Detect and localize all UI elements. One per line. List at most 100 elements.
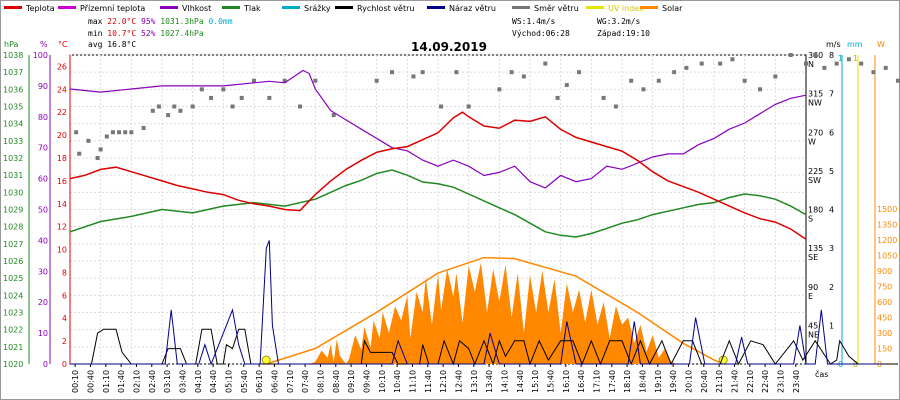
x-tick-label: 14:40 (516, 370, 525, 393)
wind-direction-point (834, 61, 839, 66)
wind-direction-point (718, 61, 723, 66)
wind-direction-point (454, 70, 459, 75)
wind-direction-point (846, 57, 851, 62)
pressure-tick-label: 1027 (3, 240, 23, 249)
temperature-tick-label: 10 (57, 246, 67, 255)
x-tick-label: 02:40 (148, 370, 157, 393)
stat-max-temp: 22.0°C (107, 17, 136, 26)
legend-swatch (4, 6, 22, 9)
wind-tick-label: 5 (829, 167, 834, 176)
temperature-tick-label: 18 (57, 154, 67, 163)
humidity-tick-label: 80 (38, 113, 48, 122)
pressure-tick-label: 1029 (3, 206, 23, 215)
pressure-tick-label: 1032 (3, 154, 23, 163)
pressure-tick-label: 1037 (3, 68, 23, 77)
x-tick-label: 10:10 (378, 370, 387, 393)
solar-tick-label: 600 (877, 298, 892, 307)
x-tick-label: 00:10 (71, 370, 80, 393)
x-tick-label: 18:40 (638, 370, 647, 393)
x-tick-label: 05:40 (240, 370, 249, 393)
wind-gust-line (70, 240, 883, 366)
stat-min-press: 1027.4hPa (160, 29, 204, 38)
wind-direction-point (331, 113, 336, 118)
direction-tick-label: 90 (808, 283, 818, 292)
legend-swatch (335, 6, 353, 9)
humidity-tick-label: 40 (38, 236, 48, 245)
x-tick-label: 16:40 (577, 370, 586, 393)
wind-direction-point (230, 104, 235, 109)
humidity-tick-label: 50 (38, 206, 48, 215)
chart-title: 14.09.2019 (411, 40, 487, 54)
wind-direction-point (788, 53, 793, 57)
wind-tick-label: 3 (829, 244, 834, 253)
pressure-tick-label: 1030 (3, 188, 23, 197)
x-tick-label: 17:10 (592, 370, 601, 393)
temperature-tick-label: 16 (57, 177, 67, 186)
pressure-tick-label: 1021 (3, 343, 23, 352)
pressure-axis-label: hPa (4, 40, 19, 49)
x-tick-label: 22:40 (761, 370, 770, 393)
stats-block: max 22.0°C 95% 1031.3hPa 0.0mm min 10.7°… (88, 17, 650, 49)
legend-label: Rychlost větru (357, 4, 414, 13)
wind-direction-point (123, 130, 128, 135)
wind-direction-point (420, 70, 425, 75)
legend-swatch (512, 6, 530, 9)
wind-direction-point (699, 61, 704, 66)
wind-direction-point (613, 104, 618, 109)
x-tick-label: 12:10 (439, 370, 448, 393)
wind-direction-point (221, 87, 226, 92)
solar-tick-label: 1200 (877, 236, 897, 245)
x-tick-label: 22:10 (746, 370, 755, 393)
pressure-tick-label: 1035 (3, 103, 23, 112)
stat-max-label: max (88, 17, 103, 26)
humidity-tick-label: 100 (33, 51, 48, 60)
solar-tick-label: 150 (877, 345, 892, 354)
wind-direction-point (656, 78, 661, 83)
humidity-tick-label: 10 (38, 329, 48, 338)
wind-direction-point (178, 108, 183, 113)
temperature-tick-label: 2 (62, 337, 67, 346)
wind-direction-point (77, 151, 82, 156)
wind-direction-point (896, 78, 900, 83)
uv-point (261, 355, 271, 365)
x-tick-label: 15:40 (546, 370, 555, 393)
x-tick-label: 07:10 (286, 370, 295, 393)
wind-direction-point (439, 104, 444, 109)
x-tick-label: 01:10 (102, 370, 111, 393)
pressure-tick-label: 1031 (3, 171, 23, 180)
wind-direction-point (150, 108, 155, 113)
direction-name-label: NE (808, 330, 819, 339)
direction-name-label: SW (808, 176, 821, 185)
pressure-tick-label: 1033 (3, 137, 23, 146)
wind-direction-point (883, 65, 888, 70)
wind-direction-point (282, 78, 287, 83)
x-tick-label: 03:40 (178, 370, 187, 393)
wind-direction-point (758, 87, 762, 92)
stat-min-hum: 52% (141, 29, 156, 38)
direction-name-label: S (808, 215, 813, 224)
solar-area (70, 262, 898, 364)
temperature-tick-label: 22 (57, 108, 67, 117)
wind-direction-point (672, 70, 677, 75)
legend-label: Solar (662, 4, 683, 13)
legend: Teplota Přízemní teplota Vlhkost Tlak Srážky… (4, 4, 683, 13)
pressure-tick-label: 1020 (3, 360, 23, 369)
x-tick-label: 13:40 (485, 370, 494, 393)
wind-direction-point (411, 74, 416, 79)
temperature-tick-label: 0 (62, 360, 67, 369)
x-tick-label: 23:40 (792, 370, 801, 393)
x-tick-label: 18:10 (623, 370, 632, 393)
stat-rain: 0.0mm (208, 17, 232, 26)
legend-swatch (640, 6, 658, 9)
direction-name-label: SE (808, 253, 818, 262)
temperature-tick-label: 26 (57, 62, 67, 71)
x-tick-label: 04:10 (194, 370, 203, 393)
wind-direction-point (543, 61, 548, 66)
x-tick-label: 06:40 (270, 370, 279, 393)
wind-direction-point (564, 83, 569, 88)
legend-label: Srážky (304, 4, 331, 13)
solar-tick-label: 300 (877, 329, 892, 338)
x-tick-label: 21:10 (715, 370, 724, 393)
stat-min-label: min (88, 29, 103, 38)
